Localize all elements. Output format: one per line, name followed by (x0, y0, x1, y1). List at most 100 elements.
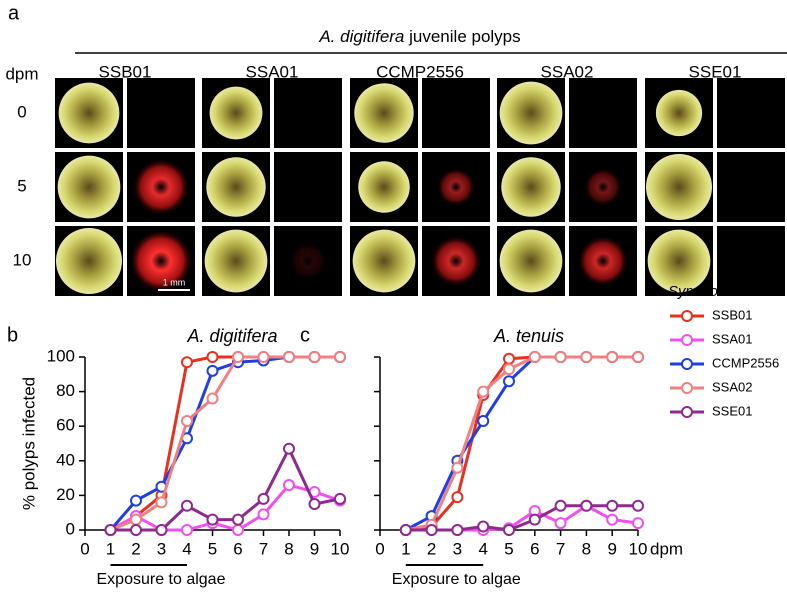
data-point (451, 461, 464, 474)
x-tick-label: 8 (582, 539, 591, 558)
polyp (354, 83, 414, 143)
data-point (232, 351, 244, 363)
photo-fluorescence (127, 78, 195, 148)
data-point (206, 392, 219, 405)
legend-marker (681, 406, 693, 418)
annotation: Exposure to algae (97, 571, 226, 588)
data-point (606, 513, 619, 526)
y-tick-label: 20 (56, 485, 75, 504)
polyp (206, 157, 266, 217)
panel-label: a (8, 2, 20, 24)
series-line (405, 355, 638, 532)
data-point (181, 524, 193, 536)
data-point (451, 491, 464, 504)
y-tick-label: 100 (47, 346, 75, 365)
fluorescence (583, 167, 623, 207)
x-tick-label: 3 (453, 539, 462, 558)
series-line (405, 504, 638, 532)
x-tick-label: 2 (131, 539, 140, 558)
title-species: A. digitifera (318, 27, 404, 46)
x-tick-label: 6 (530, 539, 539, 558)
chart-title: A. tenuis (493, 326, 564, 346)
series-line (109, 483, 341, 532)
data-point (399, 524, 412, 536)
data-point (334, 351, 346, 363)
scale-bar-label: 1 mm (163, 277, 186, 287)
photo-fluorescence (274, 78, 342, 148)
data-point (477, 415, 490, 428)
data-point (232, 524, 244, 536)
y-tick-label: 0 (66, 519, 75, 538)
data-point (181, 356, 193, 369)
x-tick-label: 10 (331, 539, 350, 558)
x-tick-label: 9 (310, 539, 319, 558)
x-tick-label: 7 (259, 539, 268, 558)
data-point (503, 524, 515, 536)
x-tick-label: 8 (284, 539, 293, 558)
data-point (232, 513, 244, 526)
data-point (554, 499, 567, 512)
photo-fluorescence (569, 78, 637, 148)
data-point (503, 375, 515, 388)
x-tick-label: 1 (401, 539, 410, 558)
data-point (528, 513, 541, 526)
data-point (130, 513, 142, 526)
legend-marker (681, 382, 693, 394)
data-point (632, 351, 644, 363)
panel-title: A. digitifera juvenile polyps (318, 27, 520, 46)
polyp (56, 228, 122, 294)
data-point (181, 415, 193, 428)
legend-label: SSA02 (712, 379, 752, 394)
data-point (104, 524, 117, 536)
panel-label: b (7, 324, 18, 346)
data-point (308, 351, 321, 363)
data-point (528, 351, 541, 363)
data-point (477, 520, 490, 533)
data-point (130, 494, 142, 507)
legend-label: SSA01 (712, 331, 752, 346)
data-point (632, 517, 644, 530)
polyp (499, 229, 563, 293)
data-point (155, 524, 168, 536)
legend-label: SSB01 (712, 307, 752, 322)
x-tick-label: 9 (607, 539, 616, 558)
y-tick-label: 40 (56, 450, 75, 469)
polyp (646, 154, 712, 220)
data-point (554, 517, 567, 530)
data-point (503, 363, 515, 376)
polyp (647, 229, 711, 293)
row-header: dpm (5, 64, 38, 83)
data-point (206, 351, 219, 363)
polyp (358, 161, 410, 213)
fluorescence (430, 235, 482, 287)
x-tick-label: 3 (157, 539, 166, 558)
data-point (257, 492, 270, 505)
data-point (554, 351, 567, 363)
y-tick-label: 80 (56, 381, 75, 400)
y-tick-label: 60 (56, 416, 75, 435)
legend-title: Symbiodinium (668, 283, 762, 300)
data-point (451, 524, 464, 536)
data-point (580, 351, 593, 363)
photo-fluorescence (717, 226, 785, 296)
polyp (501, 157, 561, 217)
data-point (632, 499, 644, 512)
x-tick-label: 5 (208, 539, 217, 558)
fluorescence (436, 167, 476, 207)
image-grid: SSB01 SSA01 CCMP2556 SSA02 SSE01 0 5 10 1 mm (13, 62, 785, 296)
polyp (352, 229, 416, 293)
column-label: CCMP2556 (376, 62, 464, 81)
row-label: 0 (17, 102, 26, 121)
x-tick-label: 1 (106, 539, 115, 558)
x-tick-label: 6 (233, 539, 242, 558)
column-label: SSA02 (541, 62, 594, 81)
data-point (181, 499, 193, 512)
data-point (206, 364, 219, 377)
data-point (425, 524, 438, 536)
x-axis-label: dpm (650, 539, 683, 558)
polyp (204, 229, 268, 293)
series-line (109, 355, 340, 532)
series-line (109, 355, 340, 532)
